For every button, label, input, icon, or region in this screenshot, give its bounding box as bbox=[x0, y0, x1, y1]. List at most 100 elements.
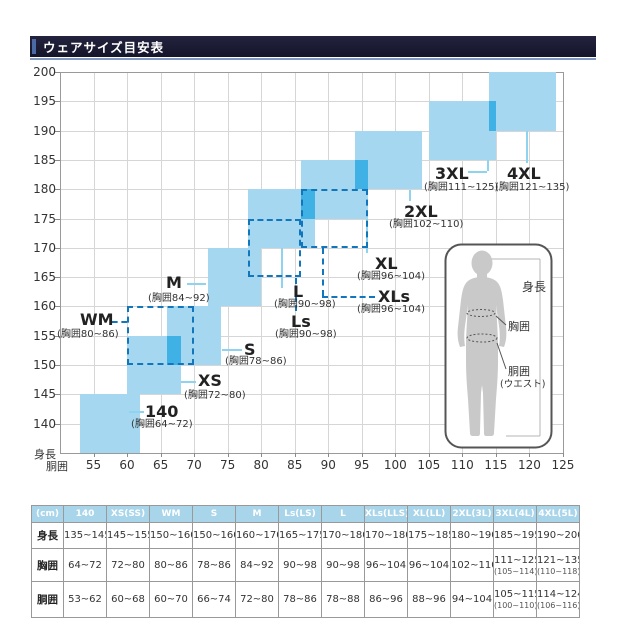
size-leader-3XL bbox=[468, 171, 487, 173]
table-cell: 72~80 bbox=[106, 548, 150, 582]
table-cell: 165~175 bbox=[278, 522, 322, 549]
grid-line-horizontal bbox=[60, 277, 563, 279]
table-cell: 150~160 bbox=[149, 522, 193, 549]
y-tick-mark bbox=[55, 72, 60, 73]
size-leader-S bbox=[222, 349, 242, 351]
table-cell: 94~104 bbox=[450, 581, 494, 618]
x-tick-mark bbox=[328, 452, 330, 457]
y-tick-label: 160 bbox=[33, 299, 56, 314]
table-col-header-3XL(4L): 3XL(4L) bbox=[493, 505, 537, 523]
table-col-header-XLs(LLS): XLs(LLS) bbox=[364, 505, 408, 523]
y-tick-mark bbox=[55, 130, 60, 132]
x-tick-label: 60 bbox=[119, 457, 135, 472]
size-table: (cm) 140 XS(SS) WM S M Ls(LS) L XLs(LLS) XL(LL) 2X… bbox=[31, 505, 580, 618]
y-tick-label: 170 bbox=[33, 240, 56, 255]
table-cell: 86~96 bbox=[364, 581, 408, 618]
grid-line-horizontal bbox=[60, 394, 563, 396]
size-leader-4XL bbox=[526, 131, 528, 163]
x-tick-mark bbox=[261, 452, 263, 457]
body-diagram-svg: 身長 胸囲 胴囲 (ウエスト) bbox=[444, 243, 553, 449]
x-tick-mark bbox=[127, 452, 129, 457]
table-cell: 78~86 bbox=[192, 548, 236, 582]
size-chest-note-L: (胸囲90~98) bbox=[274, 299, 336, 310]
table-cell: 190~200 bbox=[536, 522, 580, 549]
size-table-body: 身長 135~145 145~155 150~160 150~160 160~170 165… bbox=[31, 522, 580, 618]
grid-line-horizontal bbox=[60, 247, 563, 249]
size-label-XLs: XLs bbox=[378, 287, 411, 306]
table-col-header-L: L bbox=[321, 505, 365, 523]
grid-line-vertical bbox=[160, 72, 162, 453]
x-tick-label: 55 bbox=[85, 457, 102, 472]
x-tick-mark bbox=[294, 452, 296, 457]
size-leader-XLs bbox=[322, 296, 375, 298]
size-block-3XL bbox=[428, 101, 496, 160]
y-tick-mark bbox=[55, 247, 60, 249]
y-tick-mark bbox=[55, 159, 60, 161]
size-chart: 55 60 65 70 75 80 85 90 95 100 105 110 115 120 125 140 1… bbox=[33, 65, 574, 473]
size-leader-L bbox=[281, 248, 283, 288]
size-block-4XL bbox=[489, 72, 557, 131]
x-tick-label: 85 bbox=[287, 457, 303, 472]
size-leader-M bbox=[187, 283, 206, 285]
table-cell: 60~70 bbox=[149, 581, 193, 618]
x-tick-mark bbox=[93, 452, 95, 457]
waist-label: 胴囲 bbox=[508, 365, 530, 378]
table-col-header-Ls(LS): Ls(LS) bbox=[278, 505, 322, 523]
y-tick-label: 185 bbox=[33, 152, 56, 167]
x-axis-label: 胴囲 bbox=[46, 459, 68, 473]
y-tick-label: 190 bbox=[33, 123, 56, 138]
size-leader-WM bbox=[112, 321, 127, 323]
x-tick-label: 115 bbox=[484, 457, 508, 472]
table-cell: 160~170 bbox=[235, 522, 279, 549]
y-tick-mark bbox=[55, 423, 60, 425]
grid-line-vertical bbox=[395, 72, 397, 453]
y-tick-mark bbox=[55, 335, 60, 337]
grid-line-vertical bbox=[328, 72, 330, 453]
table-cell: 114~124 (106~116) bbox=[536, 581, 580, 618]
plot-area bbox=[60, 72, 564, 454]
grid-line-horizontal bbox=[60, 423, 563, 425]
y-tick-mark bbox=[55, 218, 60, 220]
grid-line-vertical bbox=[428, 72, 430, 453]
y-tick-label: 140 bbox=[33, 416, 56, 431]
size-leader-XLs bbox=[322, 248, 324, 296]
size-zone-WM bbox=[127, 306, 195, 366]
table-cell: 88~96 bbox=[407, 581, 451, 618]
grid-line-vertical bbox=[361, 72, 363, 453]
size-chest-note-2XL: (胸囲102~110) bbox=[389, 219, 464, 230]
table-row: 胸囲 64~72 72~80 80~86 78~86 84~92 90~98 90~98 96~… bbox=[31, 548, 580, 582]
waist-leader-line bbox=[496, 342, 507, 370]
x-tick-label: 80 bbox=[253, 457, 269, 472]
y-tick-mark bbox=[55, 394, 60, 396]
x-tick-mark bbox=[529, 452, 531, 457]
table-cell: 90~98 bbox=[321, 548, 365, 582]
chest-line-icon bbox=[466, 309, 496, 317]
grid-line-vertical bbox=[261, 72, 263, 453]
height-label: 身長 bbox=[522, 279, 546, 294]
waist-line-icon bbox=[466, 333, 498, 343]
grid-line-vertical bbox=[93, 72, 95, 453]
x-tick-label: 95 bbox=[354, 457, 370, 472]
table-cell: 96~104 bbox=[364, 548, 408, 582]
page-title: ウェアサイズ目安表 bbox=[43, 40, 165, 55]
table-col-header-4XL(5L): 4XL(5L) bbox=[536, 505, 580, 523]
table-cell: 170~180 bbox=[364, 522, 408, 549]
size-chest-note-140: (胸囲64~72) bbox=[131, 419, 193, 430]
x-tick-mark bbox=[495, 452, 497, 457]
table-row-label: 胴囲 bbox=[31, 581, 64, 618]
table-col-header-XL(LL): XL(LL) bbox=[407, 505, 451, 523]
x-tick-label: 110 bbox=[450, 457, 474, 472]
size-label-XS: XS bbox=[198, 371, 222, 390]
x-tick-label: 75 bbox=[220, 457, 236, 472]
x-tick-mark bbox=[361, 452, 363, 457]
size-label-4XL: 4XL bbox=[507, 164, 541, 183]
table-cell: 78~88 bbox=[321, 581, 365, 618]
size-label-XL: XL bbox=[375, 254, 398, 273]
y-tick-label: 175 bbox=[33, 211, 56, 226]
table-cell: 111~125 (105~114) bbox=[493, 548, 537, 582]
size-leader-XS bbox=[181, 381, 196, 383]
body-measurement-diagram: 身長 胸囲 胴囲 (ウエスト) bbox=[444, 243, 553, 449]
size-leader-140 bbox=[129, 411, 144, 413]
size-chest-note-XS: (胸囲72~80) bbox=[184, 390, 246, 401]
table-unit-header: (cm) bbox=[31, 505, 64, 523]
